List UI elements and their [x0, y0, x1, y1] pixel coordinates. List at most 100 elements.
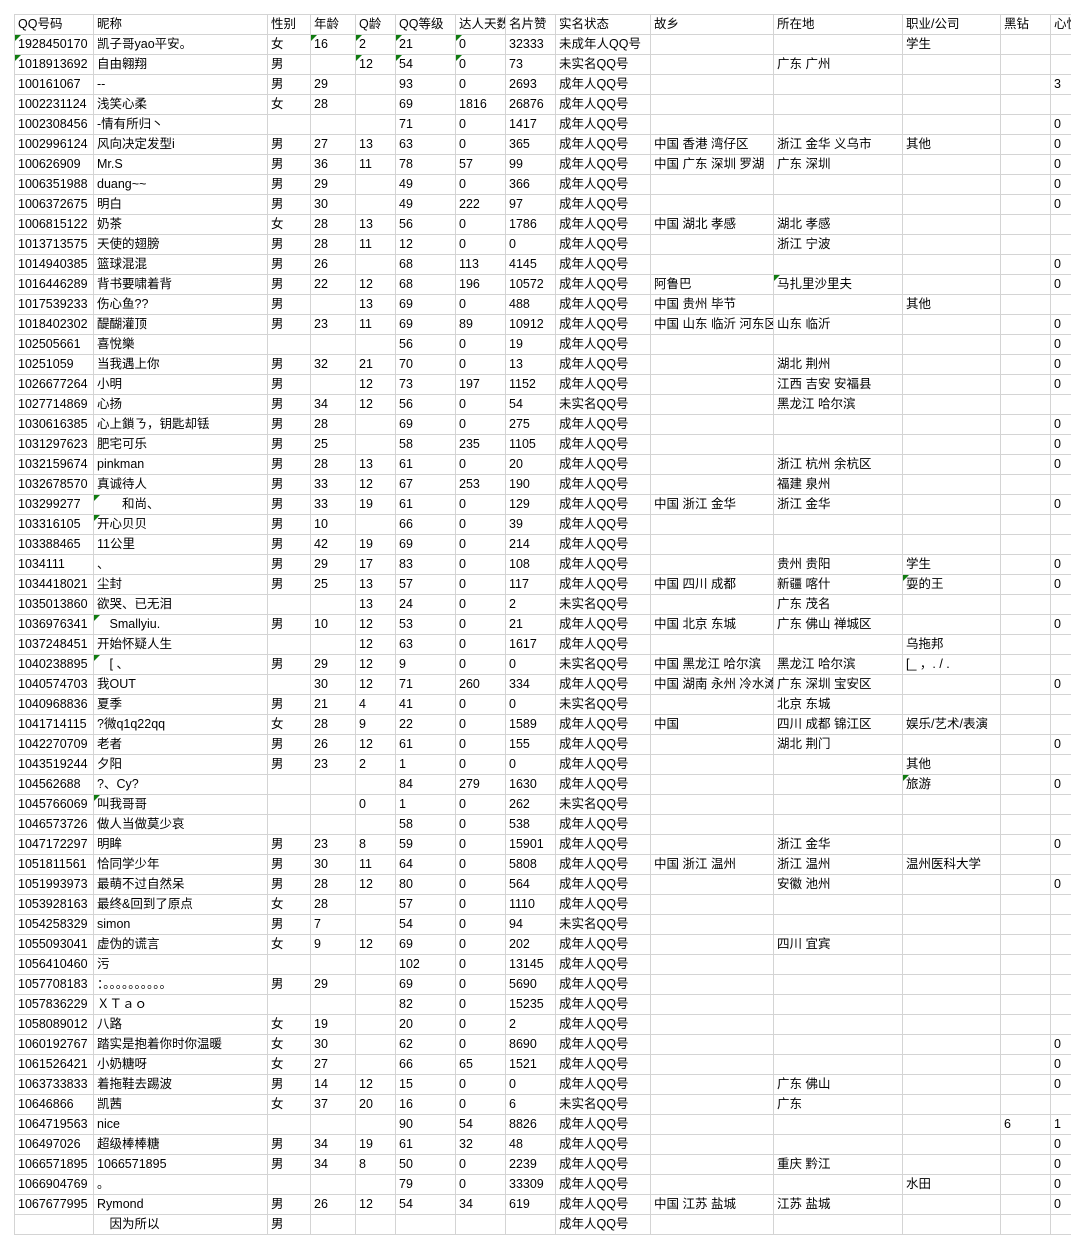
cell-gender[interactable]: 男 [268, 735, 311, 755]
cell-age[interactable]: 25 [311, 575, 356, 595]
cell-age[interactable]: 7 [311, 915, 356, 935]
cell-cardlike[interactable]: 1786 [506, 215, 556, 235]
cell-gender[interactable] [268, 795, 311, 815]
cell-darendays[interactable]: 0 [456, 795, 506, 815]
cell-qlevel[interactable]: 69 [396, 95, 456, 115]
cell-location[interactable]: 安徽 池州 [774, 875, 903, 895]
cell-cardlike[interactable]: 0 [506, 655, 556, 675]
cell-gender[interactable]: 男 [268, 75, 311, 95]
cell-location[interactable]: 四川 成都 锦江区 [774, 715, 903, 735]
cell-darendays[interactable]: 0 [456, 115, 506, 135]
cell-darendays[interactable]: 0 [456, 535, 506, 555]
cell-job[interactable] [903, 1075, 1001, 1095]
cell-qage[interactable]: 12 [356, 1195, 396, 1215]
cell-gender[interactable]: 男 [268, 1075, 311, 1095]
cell-qlevel[interactable]: 56 [396, 215, 456, 235]
cell-nickname[interactable]: 浅笑心柔 [94, 95, 268, 115]
cell-qq[interactable]: 1063733833 [15, 1075, 94, 1095]
cell-nickname[interactable]: 老者 [94, 735, 268, 755]
cell-nickname[interactable]: simon [94, 915, 268, 935]
cell-hometown[interactable] [651, 755, 774, 775]
cell-location[interactable] [774, 115, 903, 135]
cell-realname[interactable]: 成年人QQ号 [556, 1035, 651, 1055]
cell-job[interactable] [903, 1215, 1001, 1235]
cell-xinyue[interactable] [1051, 1215, 1071, 1235]
cell-qq[interactable]: 1057836229 [15, 995, 94, 1015]
cell-qage[interactable] [356, 1115, 396, 1135]
cell-location[interactable] [774, 995, 903, 1015]
cell-realname[interactable]: 成年人QQ号 [556, 155, 651, 175]
cell-location[interactable] [774, 895, 903, 915]
cell-blackdiamond[interactable] [1001, 535, 1051, 555]
cell-location[interactable] [774, 1055, 903, 1075]
cell-nickname[interactable]: 明白 [94, 195, 268, 215]
cell-realname[interactable]: 成年人QQ号 [556, 675, 651, 695]
cell-job[interactable] [903, 935, 1001, 955]
cell-age[interactable]: 10 [311, 515, 356, 535]
cell-cardlike[interactable]: 365 [506, 135, 556, 155]
cell-realname[interactable]: 成年人QQ号 [556, 375, 651, 395]
cell-gender[interactable]: 男 [268, 1215, 311, 1235]
cell-job[interactable] [903, 1195, 1001, 1215]
cell-hometown[interactable] [651, 255, 774, 275]
cell-nickname[interactable]: ?微q1q22qq [94, 715, 268, 735]
cell-qlevel[interactable]: 80 [396, 875, 456, 895]
cell-nickname[interactable]: -- [94, 75, 268, 95]
cell-age[interactable]: 28 [311, 415, 356, 435]
cell-job[interactable]: 旅游 [903, 775, 1001, 795]
cell-qlevel[interactable]: 71 [396, 675, 456, 695]
cell-cardlike[interactable]: 5808 [506, 855, 556, 875]
cell-xinyue[interactable]: 0 [1051, 615, 1071, 635]
cell-cardlike[interactable]: 20 [506, 455, 556, 475]
cell-qage[interactable]: 9 [356, 715, 396, 735]
cell-age[interactable]: 29 [311, 655, 356, 675]
cell-qage[interactable]: 17 [356, 555, 396, 575]
cell-darendays[interactable]: 0 [456, 355, 506, 375]
cell-location[interactable]: 贵州 贵阳 [774, 555, 903, 575]
cell-blackdiamond[interactable] [1001, 95, 1051, 115]
cell-job[interactable]: 乌拖邦 [903, 635, 1001, 655]
cell-blackdiamond[interactable] [1001, 815, 1051, 835]
cell-location[interactable] [774, 35, 903, 55]
cell-blackdiamond[interactable] [1001, 35, 1051, 55]
cell-job[interactable]: 温州医科大学 [903, 855, 1001, 875]
cell-qq[interactable]: 104562688 [15, 775, 94, 795]
cell-hometown[interactable]: 中国 广东 深圳 罗湖 [651, 155, 774, 175]
cell-age[interactable]: 9 [311, 935, 356, 955]
cell-gender[interactable]: 男 [268, 535, 311, 555]
cell-hometown[interactable] [651, 975, 774, 995]
cell-age[interactable]: 26 [311, 735, 356, 755]
cell-qq[interactable]: 1058089012 [15, 1015, 94, 1035]
cell-xinyue[interactable] [1051, 215, 1071, 235]
cell-cardlike[interactable]: 26876 [506, 95, 556, 115]
cell-qage[interactable]: 11 [356, 315, 396, 335]
cell-age[interactable] [311, 55, 356, 75]
cell-location[interactable] [774, 295, 903, 315]
cell-qlevel[interactable]: 62 [396, 1035, 456, 1055]
cell-qq[interactable]: 103299277 [15, 495, 94, 515]
cell-qlevel[interactable]: 50 [396, 1155, 456, 1175]
cell-hometown[interactable]: 中国 山东 临沂 河东区 [651, 315, 774, 335]
cell-blackdiamond[interactable] [1001, 875, 1051, 895]
column-header-nickname[interactable]: 昵称 [94, 15, 268, 35]
cell-realname[interactable]: 未实名QQ号 [556, 1095, 651, 1115]
cell-cardlike[interactable]: 0 [506, 755, 556, 775]
cell-darendays[interactable]: 0 [456, 655, 506, 675]
cell-blackdiamond[interactable] [1001, 695, 1051, 715]
cell-location[interactable] [774, 435, 903, 455]
cell-qage[interactable] [356, 915, 396, 935]
cell-job[interactable] [903, 595, 1001, 615]
cell-cardlike[interactable]: 8690 [506, 1035, 556, 1055]
cell-qq[interactable]: 1027714869 [15, 395, 94, 415]
cell-blackdiamond[interactable] [1001, 1195, 1051, 1215]
cell-blackdiamond[interactable] [1001, 55, 1051, 75]
cell-gender[interactable]: 男 [268, 655, 311, 675]
cell-cardlike[interactable]: 39 [506, 515, 556, 535]
cell-hometown[interactable] [651, 735, 774, 755]
cell-xinyue[interactable]: 0 [1051, 375, 1071, 395]
